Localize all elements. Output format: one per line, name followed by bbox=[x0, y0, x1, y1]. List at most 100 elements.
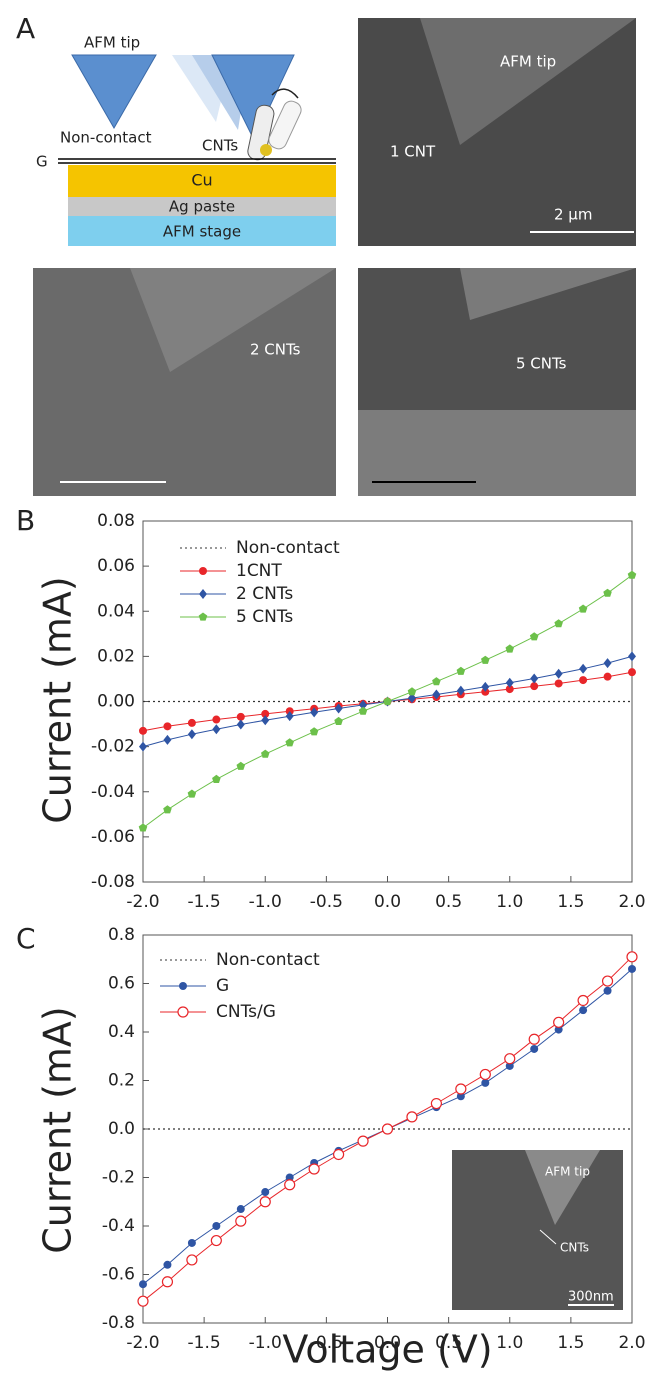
marker bbox=[187, 718, 196, 727]
panel-a: A AFM tip Non-contact CNTs G Cu Ag paste… bbox=[16, 12, 636, 496]
marker bbox=[628, 651, 636, 662]
marker bbox=[187, 789, 197, 798]
marker bbox=[481, 1078, 490, 1087]
legend-label: CNTs/G bbox=[216, 1002, 276, 1022]
tip-shape bbox=[130, 268, 336, 372]
stage-layer bbox=[68, 216, 336, 246]
marker bbox=[603, 986, 612, 995]
marker bbox=[310, 707, 319, 718]
marker bbox=[432, 677, 441, 686]
x-tick-label: 0.5 bbox=[435, 892, 462, 912]
marker bbox=[455, 1083, 467, 1095]
marker bbox=[163, 734, 172, 745]
y-tick-label: -0.4 bbox=[102, 1216, 135, 1236]
x-tick-label: -0.5 bbox=[310, 1333, 343, 1353]
cu-layer bbox=[68, 165, 336, 197]
marker bbox=[284, 1179, 296, 1191]
marker bbox=[179, 982, 187, 990]
marker bbox=[138, 823, 148, 832]
x-tick-label: -0.5 bbox=[310, 892, 343, 912]
inset-label: 300nm bbox=[568, 1290, 614, 1305]
tip-shape bbox=[420, 18, 636, 145]
cnt-icon bbox=[268, 100, 302, 150]
marker bbox=[554, 668, 563, 679]
marker bbox=[285, 711, 294, 722]
x-tick-label: 2.0 bbox=[618, 892, 645, 912]
arrow bbox=[271, 88, 299, 99]
x-tick-label: -1.5 bbox=[188, 892, 221, 912]
y-tick-label: -0.04 bbox=[91, 782, 135, 802]
marker bbox=[579, 1006, 588, 1015]
y-axis-title: Current (mA) bbox=[36, 1006, 80, 1253]
tip-shape bbox=[460, 268, 636, 320]
marker bbox=[554, 679, 563, 688]
marker bbox=[628, 668, 636, 677]
marker bbox=[481, 655, 490, 664]
marker bbox=[406, 1111, 418, 1123]
marker bbox=[479, 1068, 491, 1081]
marker bbox=[554, 619, 563, 628]
label: 2 μm bbox=[554, 206, 592, 224]
y-tick-label: -0.08 bbox=[91, 872, 135, 892]
y-tick-label: 0.8 bbox=[108, 925, 135, 945]
legend-label: 1CNT bbox=[236, 561, 282, 581]
marker bbox=[359, 699, 368, 710]
marker bbox=[259, 1196, 271, 1208]
marker bbox=[309, 727, 319, 736]
marker bbox=[579, 676, 588, 685]
marker bbox=[212, 724, 221, 735]
x-tick-label: 1.5 bbox=[557, 892, 584, 912]
x-tick-label: 1.0 bbox=[496, 1333, 523, 1353]
marker bbox=[577, 994, 589, 1007]
marker bbox=[407, 687, 417, 696]
marker bbox=[187, 729, 196, 740]
tip-icon bbox=[211, 54, 295, 142]
x-tick-label: -2.0 bbox=[126, 1333, 159, 1353]
marker bbox=[381, 1123, 394, 1135]
legend-label: Non-contact bbox=[216, 950, 320, 970]
y-tick-label: 0.00 bbox=[97, 692, 135, 712]
marker bbox=[198, 612, 208, 621]
marker bbox=[383, 697, 392, 706]
marker bbox=[163, 805, 172, 814]
marker bbox=[530, 682, 539, 691]
marker bbox=[358, 706, 368, 715]
x-tick-label: -1.0 bbox=[249, 1333, 282, 1353]
y-tick-label: -0.06 bbox=[91, 827, 135, 847]
legend-label: Non-contact bbox=[236, 538, 340, 558]
y-tick-label: 0.4 bbox=[108, 1022, 135, 1042]
x-tick-label: 1.0 bbox=[496, 892, 523, 912]
marker bbox=[505, 677, 514, 688]
legend-label: G bbox=[216, 976, 229, 996]
x-tick-label: 0.0 bbox=[374, 1333, 401, 1353]
y-tick-label: -0.8 bbox=[102, 1313, 135, 1333]
marker bbox=[177, 1006, 189, 1018]
catalyst bbox=[260, 144, 272, 156]
marker bbox=[579, 663, 588, 674]
marker bbox=[236, 761, 246, 770]
marker bbox=[236, 712, 245, 721]
y-tick-label: 0.2 bbox=[108, 1071, 135, 1091]
label: 5 CNTs bbox=[516, 355, 567, 373]
label: Cu bbox=[191, 171, 212, 190]
x-tick-label: 1.5 bbox=[557, 1333, 584, 1353]
marker bbox=[285, 1173, 294, 1182]
marker bbox=[603, 672, 612, 681]
marker bbox=[530, 1044, 539, 1053]
label: CNTs bbox=[202, 137, 238, 155]
label: AFM tip bbox=[84, 34, 140, 52]
label: AFM tip bbox=[500, 53, 556, 71]
label: AFM stage bbox=[163, 223, 241, 241]
label: G bbox=[36, 153, 48, 171]
marker bbox=[432, 689, 441, 700]
cnt-mass bbox=[358, 410, 636, 496]
y-tick-label: 0.6 bbox=[108, 974, 135, 994]
marker bbox=[212, 1222, 221, 1230]
y-tick-label: -0.02 bbox=[91, 737, 135, 757]
y-tick-label: 0.08 bbox=[97, 511, 135, 531]
x-axis-title: Voltage (V) bbox=[282, 1328, 492, 1372]
marker bbox=[210, 1234, 222, 1247]
marker bbox=[357, 1135, 369, 1147]
legend-label: 2 CNTs bbox=[236, 584, 293, 604]
